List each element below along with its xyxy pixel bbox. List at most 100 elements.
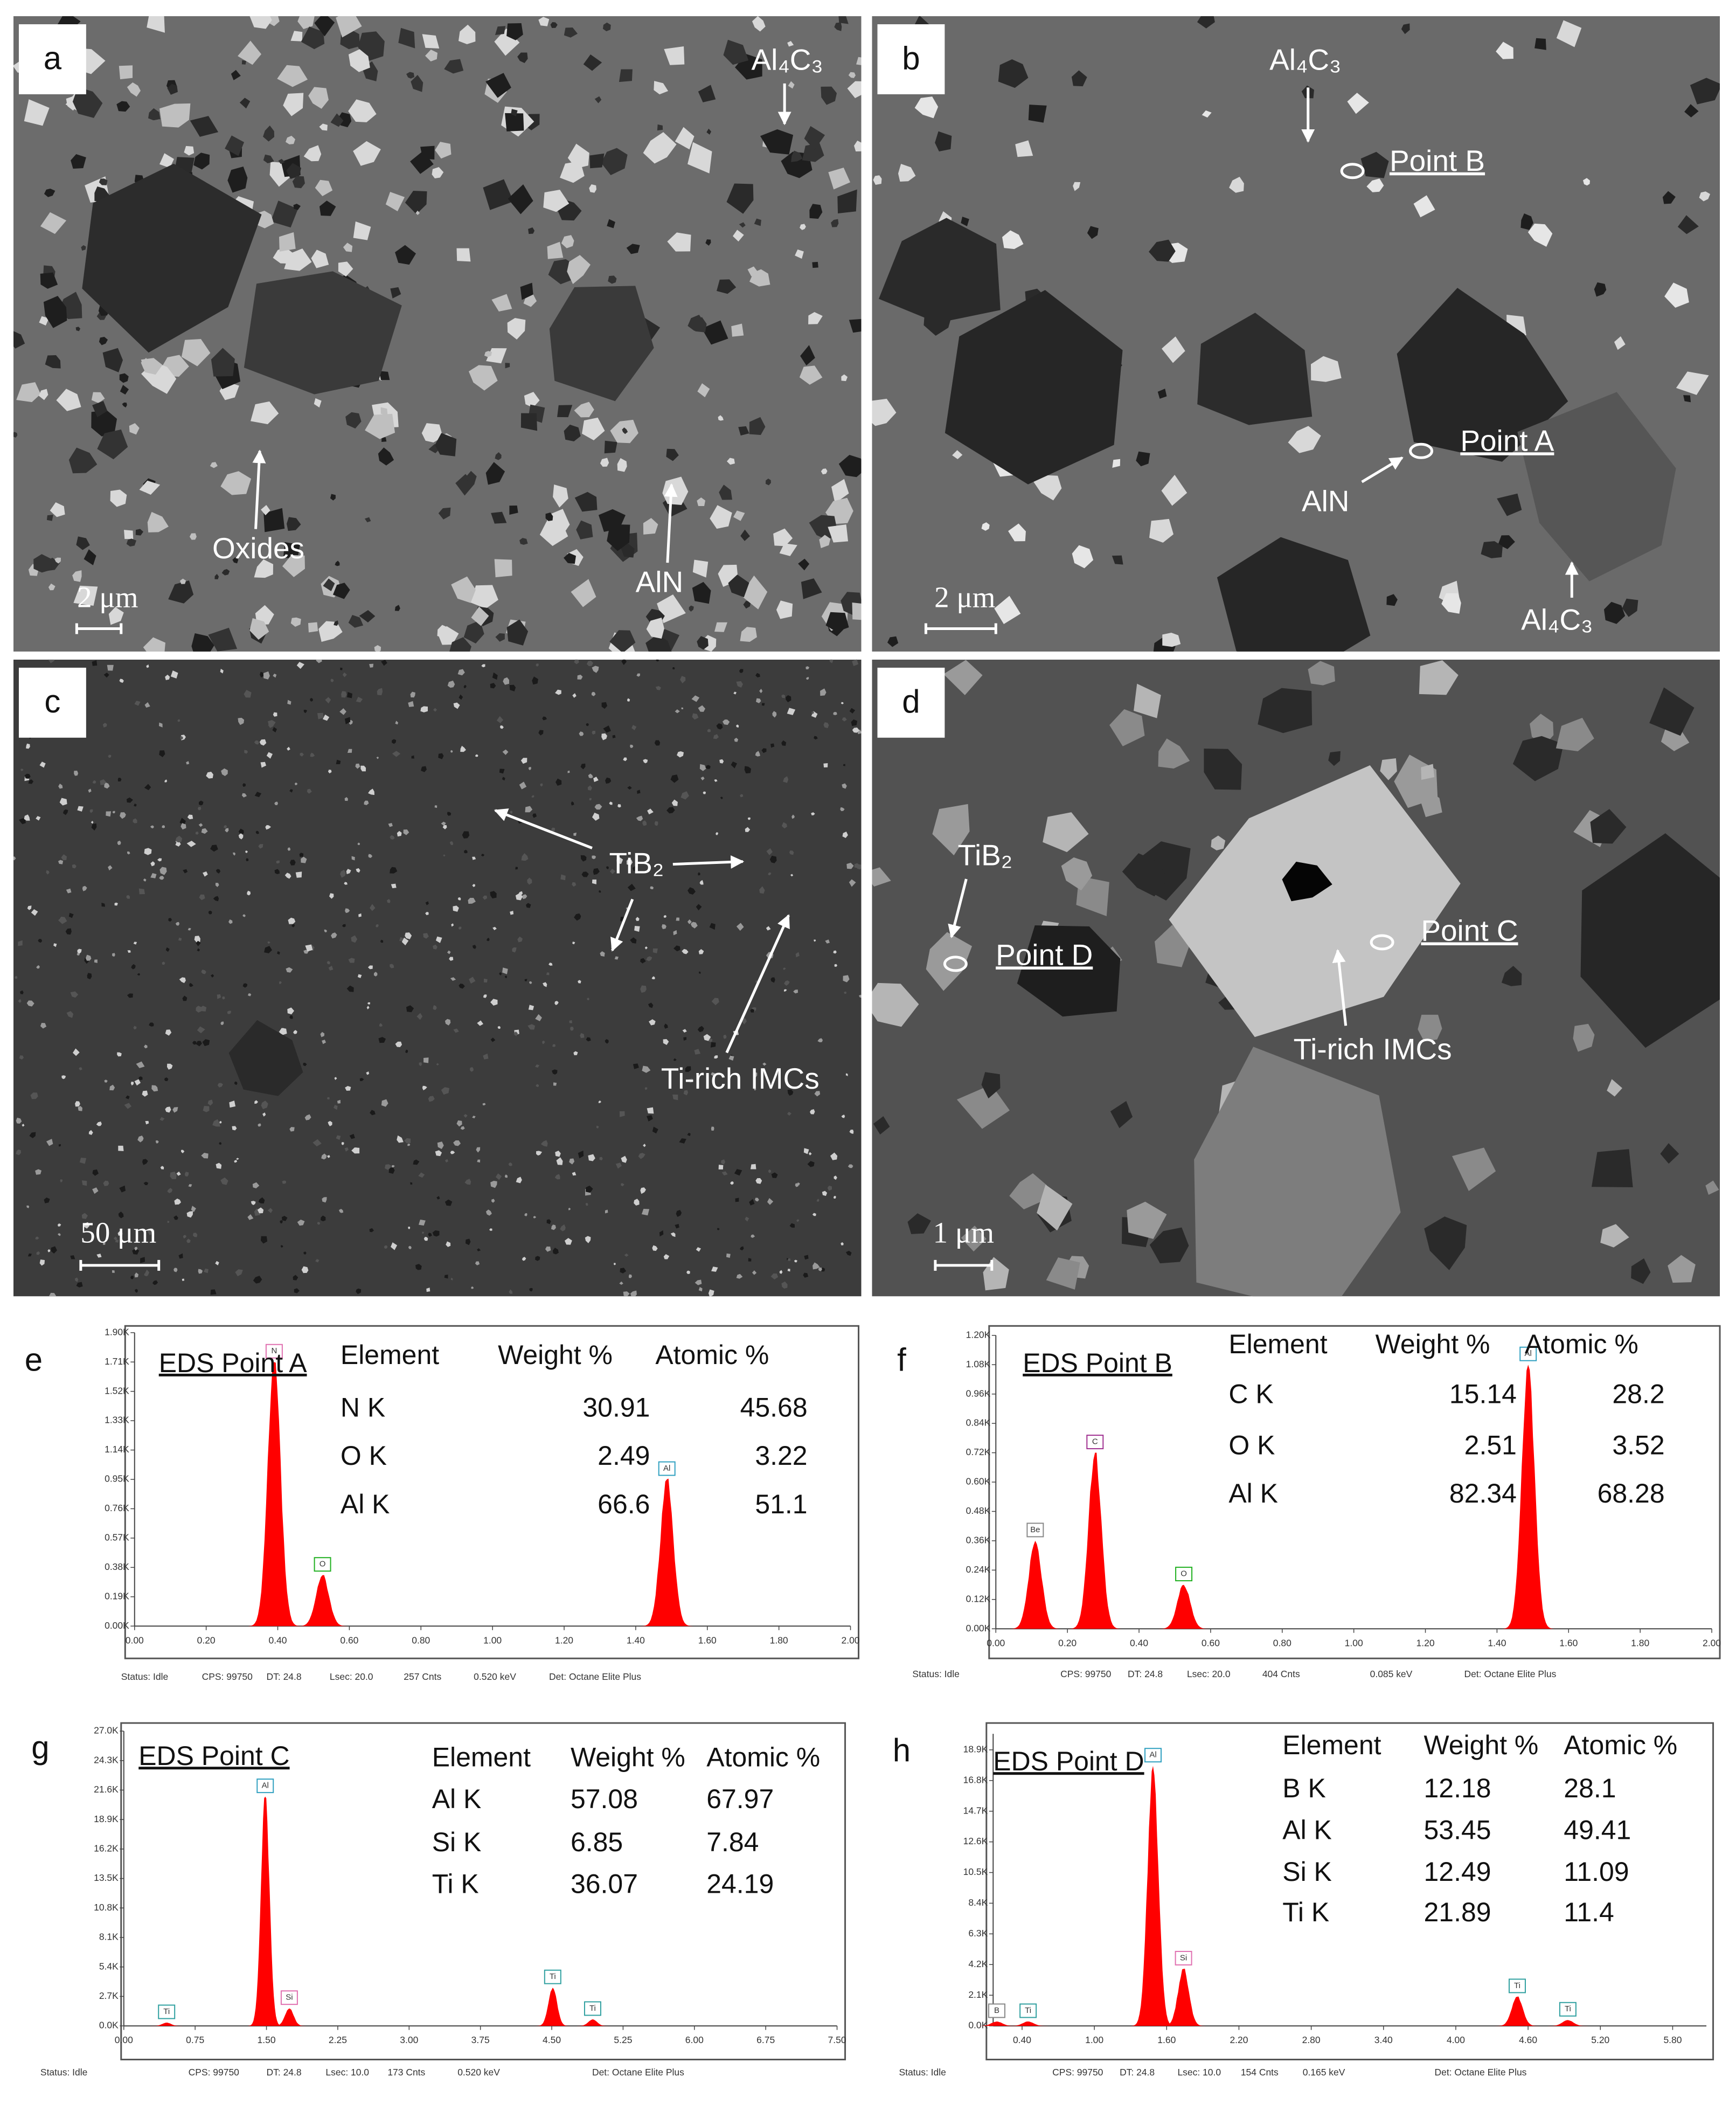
- particle: [398, 27, 415, 49]
- particle: [726, 458, 735, 465]
- particle: [759, 689, 763, 694]
- particle: [183, 1235, 186, 1239]
- particle: [1512, 736, 1564, 781]
- particle: [355, 763, 360, 769]
- particle: [546, 972, 550, 975]
- particle: [1424, 1216, 1467, 1270]
- particle: [447, 950, 451, 954]
- particle: [292, 176, 305, 189]
- particle: [472, 945, 476, 949]
- particle: [515, 867, 518, 870]
- particle: [217, 1083, 223, 1088]
- particle: [58, 783, 63, 789]
- table-cell: O K: [1228, 1430, 1275, 1460]
- particle: [828, 524, 849, 543]
- spectrum-peak: [1495, 1996, 1539, 2026]
- scale-bar: [924, 623, 997, 634]
- particle: [336, 759, 341, 764]
- particle: [811, 812, 815, 815]
- particle: [503, 677, 509, 685]
- particle: [812, 261, 818, 268]
- particle: [22, 1124, 25, 1127]
- particle: [376, 924, 379, 928]
- particle: [485, 462, 505, 485]
- particle: [619, 1281, 623, 1285]
- particle: [381, 1099, 388, 1107]
- x-tick-label: 3.00: [400, 2034, 418, 2045]
- particle: [808, 312, 823, 324]
- particle: [497, 1026, 501, 1029]
- y-tick-label: 0.36K: [966, 1535, 991, 1546]
- chart-frame: [120, 1722, 846, 2061]
- particle: [749, 1199, 755, 1206]
- particle: [709, 923, 716, 930]
- particle: [348, 49, 370, 72]
- particle: [739, 669, 744, 673]
- particle: [46, 515, 53, 521]
- particle: [652, 1126, 658, 1134]
- particle: [1360, 151, 1389, 178]
- particle: [118, 1211, 124, 1219]
- particle: [587, 785, 592, 791]
- particle: [1600, 1224, 1629, 1248]
- particle: [821, 468, 828, 475]
- particle: [1676, 371, 1709, 395]
- particle: [655, 686, 661, 690]
- particle: [464, 849, 468, 854]
- particle: [276, 860, 280, 864]
- particle: [734, 738, 738, 742]
- table-header: Element: [432, 1742, 531, 1773]
- particle: [196, 940, 201, 946]
- particle: [670, 774, 679, 783]
- particle: [844, 991, 847, 994]
- particle: [310, 752, 315, 757]
- particle: [122, 402, 127, 408]
- particle: [593, 777, 599, 782]
- particle: [181, 338, 211, 366]
- particle: [134, 701, 141, 706]
- particle: [483, 978, 488, 982]
- particle: [423, 933, 429, 939]
- particle: [216, 869, 221, 874]
- particle: [1501, 966, 1522, 986]
- particle: [1015, 140, 1033, 157]
- peak-label: Si: [1180, 1953, 1187, 1962]
- particle: [627, 884, 636, 891]
- particle: [134, 1272, 139, 1278]
- y-tick-label: 0.48K: [966, 1505, 991, 1516]
- particle: [681, 707, 684, 709]
- particle: [210, 462, 218, 468]
- particle: [564, 424, 581, 442]
- particle: [77, 949, 82, 954]
- particle: [134, 1247, 138, 1251]
- table-cell: 28.2: [1612, 1379, 1664, 1409]
- particle: [798, 558, 810, 571]
- y-tick-label: 6.3K: [968, 1928, 988, 1939]
- particle: [487, 937, 490, 942]
- particle: [420, 706, 428, 712]
- particle: [320, 1032, 325, 1037]
- particle: [268, 720, 276, 726]
- particle: [422, 1231, 425, 1234]
- particle: [748, 1258, 752, 1262]
- particle: [636, 815, 643, 821]
- particle: [110, 489, 127, 507]
- table-cell: N K: [341, 1392, 385, 1422]
- particle: [527, 1024, 536, 1030]
- particle: [118, 1145, 124, 1151]
- particle: [613, 1263, 616, 1265]
- particle: [63, 809, 68, 815]
- table-cell: 57.08: [571, 1784, 638, 1814]
- particle: [690, 922, 698, 929]
- particle: [127, 993, 133, 998]
- particle: [283, 542, 300, 559]
- particle: [672, 1094, 678, 1101]
- particle: [57, 1223, 61, 1227]
- particle: [607, 219, 615, 229]
- particle: [216, 1162, 222, 1169]
- particle: [410, 151, 434, 174]
- particle: [787, 708, 796, 715]
- particle: [88, 788, 92, 793]
- particle: [211, 974, 214, 978]
- particle: [671, 799, 678, 806]
